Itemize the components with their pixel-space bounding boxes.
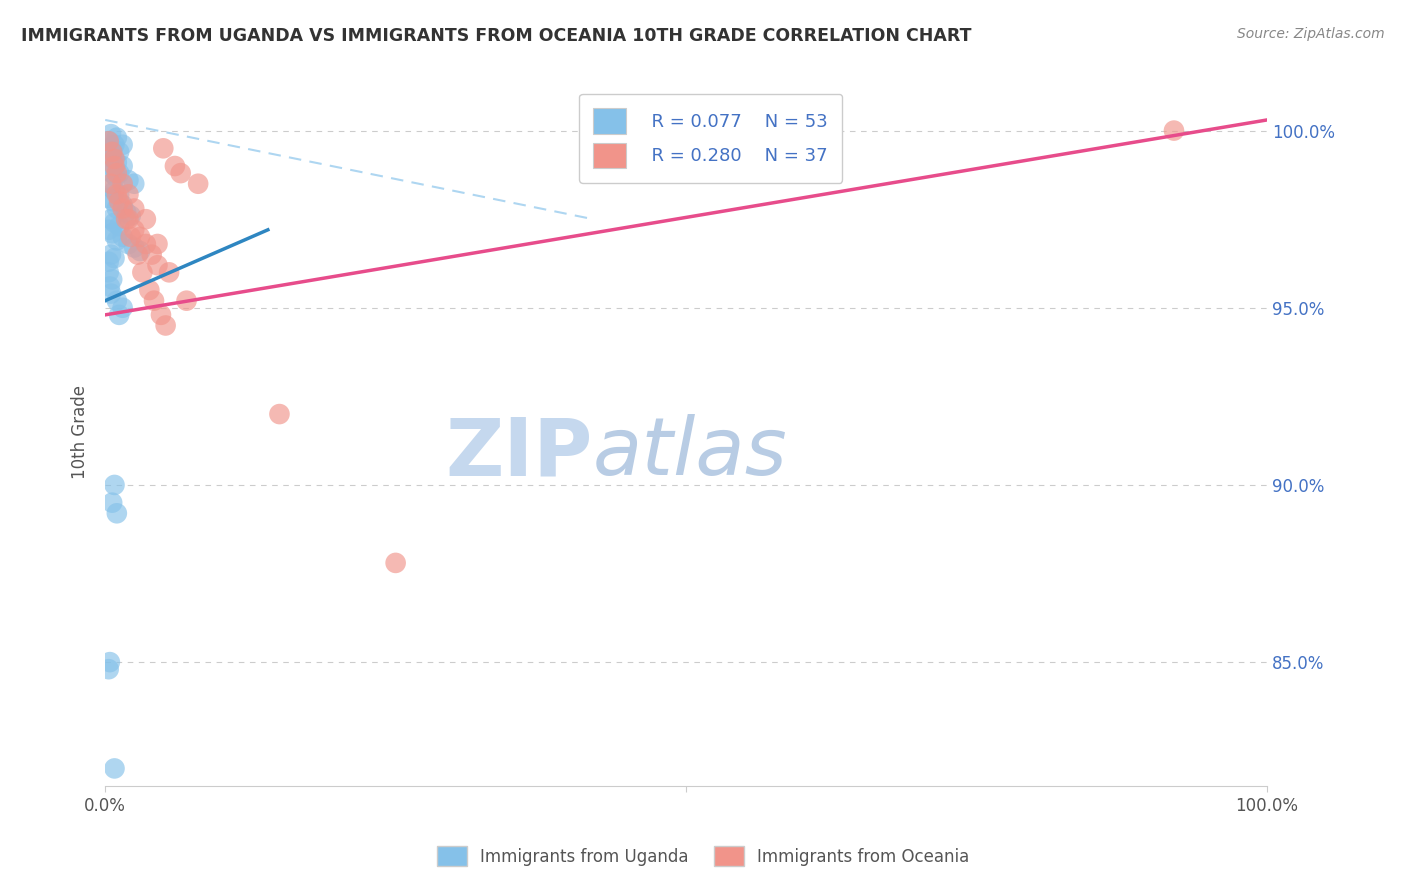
Point [127,247,149,261]
Point [103,159,125,173]
Point [157,265,180,279]
Point [103,137,125,152]
Point [97,265,120,279]
Point [103,251,125,265]
Point [104,169,127,184]
Point [143,293,166,308]
Point [101,145,124,159]
Point [101,166,124,180]
Legend:   R = 0.077    N = 53,   R = 0.280    N = 37: R = 0.077 N = 53, R = 0.280 N = 37 [579,94,842,183]
Point [103,478,125,492]
Point [100,247,122,261]
Point [98,655,121,669]
Point [103,162,125,177]
Point [98,279,121,293]
Point [187,177,209,191]
Point [101,496,124,510]
Point [108,187,131,202]
Point [103,152,125,166]
Point [105,130,128,145]
Text: IMMIGRANTS FROM UGANDA VS IMMIGRANTS FROM OCEANIA 10TH GRADE CORRELATION CHART: IMMIGRANTS FROM UGANDA VS IMMIGRANTS FRO… [21,27,972,45]
Text: ZIP: ZIP [446,414,593,492]
Point [108,166,131,180]
Point [103,184,125,198]
Point [103,194,125,209]
Point [117,187,139,202]
Point [97,254,120,268]
Point [120,209,142,223]
Point [115,212,138,227]
Point [115,205,138,219]
Point [1163,123,1185,137]
Point [97,141,120,155]
Point [103,152,125,166]
Point [146,237,169,252]
Point [97,662,120,676]
Point [163,159,186,173]
Text: atlas: atlas [593,414,787,492]
Point [117,237,139,252]
Point [129,230,152,244]
Point [101,272,124,286]
Point [138,283,160,297]
Point [111,198,134,212]
Point [146,258,169,272]
Point [155,318,177,333]
Point [108,194,131,209]
Point [97,134,120,148]
Y-axis label: 10th Grade: 10th Grade [72,384,89,479]
Point [122,240,145,254]
Point [131,265,153,279]
Point [111,301,134,315]
Point [111,177,134,191]
Point [105,155,128,169]
Point [105,234,128,248]
Point [103,761,125,775]
Point [100,127,122,141]
Point [122,177,145,191]
Point [129,244,152,258]
Point [135,237,157,252]
Point [117,173,139,187]
Point [108,145,131,159]
Point [108,219,131,234]
Point [111,159,134,173]
Point [108,308,131,322]
Point [149,308,172,322]
Point [120,230,142,244]
Point [117,212,139,227]
Point [100,180,122,194]
Point [97,134,120,148]
Point [176,293,198,308]
Point [100,212,122,227]
Point [105,187,128,202]
Point [135,212,157,227]
Legend: Immigrants from Uganda, Immigrants from Oceania: Immigrants from Uganda, Immigrants from … [429,838,977,875]
Point [103,216,125,230]
Point [170,166,193,180]
Point [122,223,145,237]
Point [111,202,134,216]
Point [101,141,124,155]
Point [100,286,122,301]
Point [384,556,406,570]
Point [105,506,128,520]
Point [141,247,163,261]
Point [101,227,124,241]
Point [105,202,128,216]
Point [111,137,134,152]
Point [269,407,291,421]
Point [122,202,145,216]
Point [100,177,122,191]
Point [111,230,134,244]
Point [105,293,128,308]
Point [105,166,128,180]
Text: Source: ZipAtlas.com: Source: ZipAtlas.com [1237,27,1385,41]
Point [97,191,120,205]
Point [97,223,120,237]
Point [152,141,174,155]
Point [98,148,121,162]
